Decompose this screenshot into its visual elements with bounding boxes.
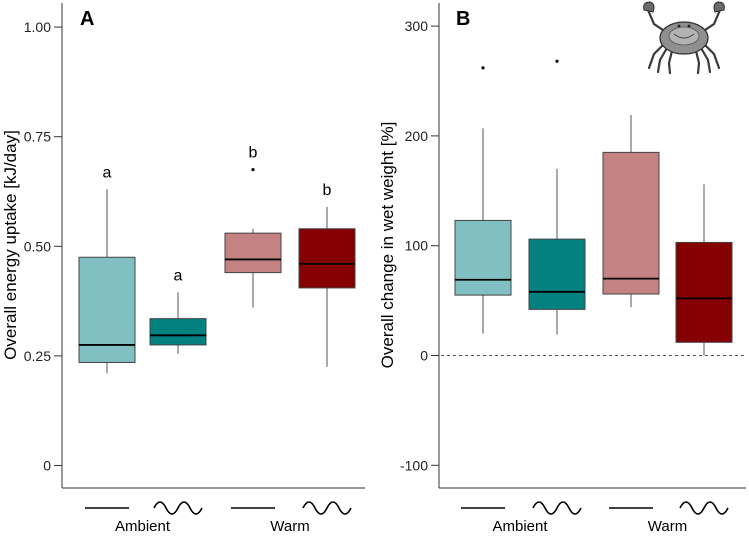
- y-tick-label: 0: [420, 348, 428, 364]
- panel-a-y-label: Overall energy uptake [kJ/day]: [1, 130, 20, 360]
- fluctuating-wave-icon: [679, 501, 729, 515]
- crab-illustration: [643, 1, 725, 75]
- y-tick-label: 0.25: [24, 348, 51, 364]
- fluctuating-wave-icon: [302, 501, 352, 515]
- y-tick-label: -100: [400, 457, 428, 473]
- outlier-point: [481, 66, 485, 70]
- fluctuating-wave-icon: [532, 501, 582, 515]
- panel-a-significance-letters: a a b b: [103, 145, 332, 285]
- panel-b-label: B: [456, 8, 470, 30]
- box-iqr: [454, 219, 512, 296]
- group-label-warm: Warm: [648, 518, 687, 535]
- panel-a-x-axis-labels: Ambient Warm: [85, 501, 352, 535]
- panel-a-label: A: [80, 8, 94, 30]
- outlier-point: [251, 167, 255, 172]
- box-ambient-fluctuating: [528, 59, 586, 335]
- significance-letter: b: [249, 145, 258, 162]
- y-tick-label: 0.50: [24, 238, 51, 254]
- box-ambient-fluctuating: [149, 292, 207, 354]
- fluctuating-wave-icon: [153, 501, 203, 515]
- panel-a: A Overall energy uptake [kJ/day] 0 0.25 0.…: [1, 3, 365, 535]
- box-iqr: [149, 318, 207, 346]
- box-iqr: [602, 151, 660, 295]
- y-tick-label: 100: [405, 238, 429, 254]
- panel-b-x-axis-labels: Ambient Warm: [461, 501, 729, 535]
- box-iqr: [528, 238, 586, 310]
- panel-a-y-ticks: 00.250.500.751.001.25: [24, 19, 62, 474]
- panel-b-y-label: Overall change in wet weight [%]: [378, 122, 397, 369]
- significance-letter: a: [174, 267, 183, 284]
- group-label-ambient: Ambient: [115, 518, 171, 535]
- box-iqr: [224, 232, 282, 274]
- box-warm-constant: [224, 167, 282, 308]
- panel-a-boxes: [78, 167, 356, 374]
- box-iqr: [298, 228, 356, 289]
- outlier-point: [555, 59, 559, 63]
- box-ambient-constant: [454, 66, 512, 334]
- panel-b-y-ticks: -100 0 100 200 300: [400, 18, 439, 473]
- box-warm-fluctuating: [298, 206, 356, 367]
- panel-b-boxes: [454, 59, 733, 356]
- y-tick-label: 1.00: [24, 19, 51, 35]
- significance-letter: a: [103, 164, 112, 181]
- box-warm-constant: [602, 115, 660, 308]
- y-tick-label: 0.75: [24, 129, 51, 145]
- box-ambient-constant: [78, 189, 136, 374]
- box-warm-fluctuating: [675, 184, 733, 356]
- group-label-ambient: Ambient: [492, 518, 548, 535]
- y-tick-label: 300: [405, 18, 429, 34]
- box-iqr: [78, 256, 136, 363]
- significance-letter: b: [323, 182, 332, 199]
- y-tick-label: 0: [43, 458, 51, 474]
- group-label-warm: Warm: [270, 518, 309, 535]
- panel-b: B Overall change in wet weight [%] -100 0…: [378, 1, 746, 535]
- y-tick-label: 200: [405, 128, 429, 144]
- box-iqr: [675, 241, 733, 343]
